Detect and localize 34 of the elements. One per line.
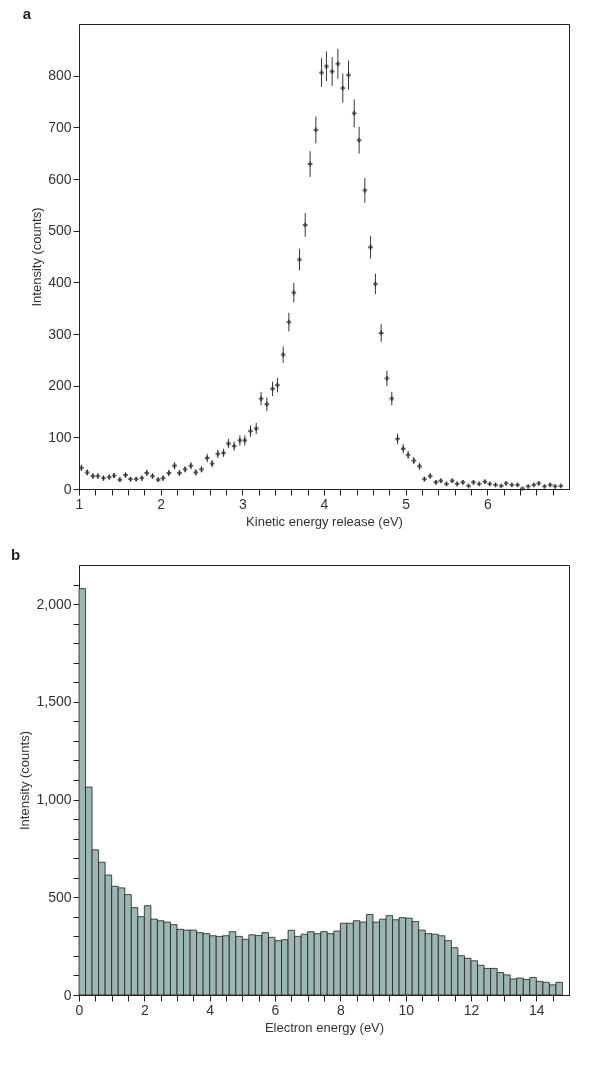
- y-tick-label: 400: [48, 273, 72, 290]
- y-axis-title: Intensity (counts): [17, 731, 33, 830]
- y-tick-label: 0: [63, 986, 72, 1003]
- x-tick-label: 8: [336, 1001, 345, 1018]
- x-tick-label: 6: [271, 1001, 280, 1018]
- x-tick-label: 2: [157, 495, 166, 512]
- y-tick-label: 800: [48, 67, 72, 84]
- x-axis-title: Kinetic energy release (eV): [246, 513, 403, 529]
- y-axis-title: Intensity (counts): [29, 207, 45, 307]
- x-tick-label: 5: [402, 495, 411, 512]
- y-tick-label: 1,500: [36, 693, 72, 710]
- y-tick-label: 100: [48, 428, 72, 445]
- y-tick-label: 500: [48, 222, 72, 239]
- x-tick-label: 10: [398, 1001, 415, 1018]
- x-tick-label: 6: [483, 495, 492, 512]
- y-tick-label: 700: [48, 118, 72, 135]
- chart-title: a: [22, 5, 32, 22]
- x-tick-label: 3: [238, 495, 247, 512]
- x-tick-label: 1: [75, 495, 84, 512]
- y-tick-label: 500: [48, 888, 72, 905]
- y-tick-label: 200: [48, 377, 72, 394]
- x-tick-label: 12: [463, 1001, 480, 1018]
- x-tick-label: 4: [206, 1001, 215, 1018]
- x-tick-label: 0: [75, 1001, 84, 1018]
- y-tick-label: 2,000: [36, 595, 72, 612]
- y-tick-label: 0: [63, 480, 72, 497]
- x-tick-label: 4: [320, 495, 329, 512]
- x-axis-title: Electron energy (eV): [264, 1019, 385, 1035]
- y-tick-label: 600: [48, 170, 72, 187]
- y-tick-label: 300: [48, 325, 72, 342]
- y-tick-label: 1,000: [36, 791, 72, 808]
- x-tick-label: 2: [140, 1001, 149, 1018]
- x-tick-label: 14: [529, 1001, 545, 1018]
- chart-title: b: [10, 546, 21, 563]
